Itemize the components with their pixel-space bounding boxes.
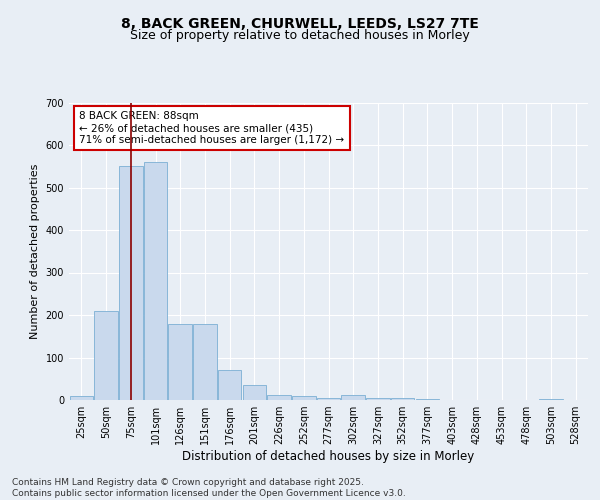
Text: Size of property relative to detached houses in Morley: Size of property relative to detached ho… <box>130 29 470 42</box>
Bar <box>193 324 217 400</box>
Bar <box>242 385 266 400</box>
Bar <box>416 399 439 400</box>
Bar <box>366 398 389 400</box>
Y-axis label: Number of detached properties: Number of detached properties <box>30 164 40 339</box>
Bar <box>169 324 192 400</box>
Bar <box>218 370 241 400</box>
Text: 8, BACK GREEN, CHURWELL, LEEDS, LS27 7TE: 8, BACK GREEN, CHURWELL, LEEDS, LS27 7TE <box>121 18 479 32</box>
Text: Contains HM Land Registry data © Crown copyright and database right 2025.
Contai: Contains HM Land Registry data © Crown c… <box>12 478 406 498</box>
Bar <box>391 398 415 400</box>
Bar <box>292 396 316 400</box>
Bar <box>268 395 291 400</box>
Bar <box>94 310 118 400</box>
Bar <box>119 166 143 400</box>
Bar <box>341 395 365 400</box>
Bar <box>144 162 167 400</box>
Text: 8 BACK GREEN: 88sqm
← 26% of detached houses are smaller (435)
71% of semi-detac: 8 BACK GREEN: 88sqm ← 26% of detached ho… <box>79 112 344 144</box>
Bar <box>70 396 93 400</box>
Bar <box>539 398 563 400</box>
X-axis label: Distribution of detached houses by size in Morley: Distribution of detached houses by size … <box>182 450 475 463</box>
Bar <box>317 398 340 400</box>
